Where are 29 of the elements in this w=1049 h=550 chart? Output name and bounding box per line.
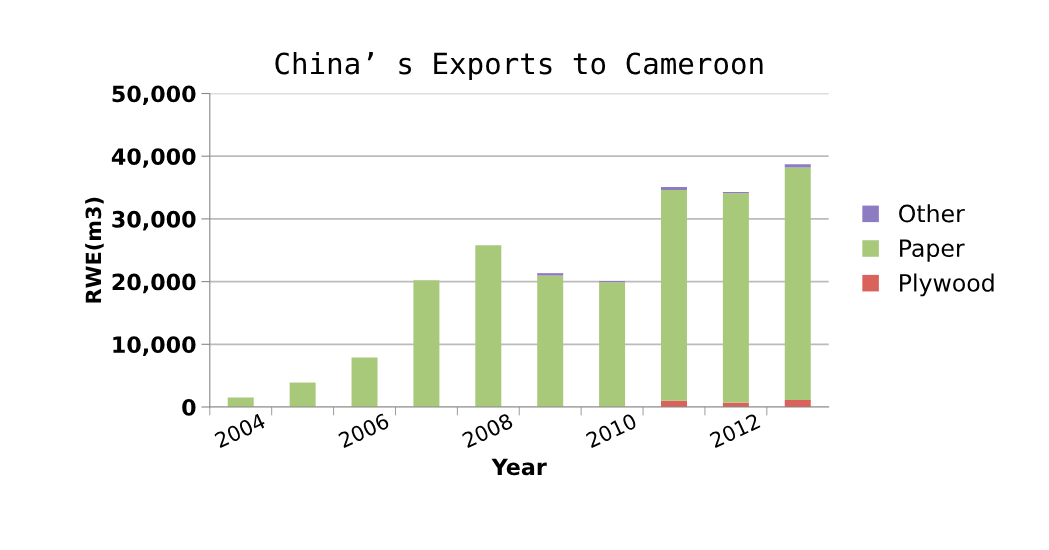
bar (475, 245, 502, 407)
bar (784, 164, 811, 168)
bar (660, 190, 687, 401)
legend-label: Plywood (900, 273, 994, 297)
x-tick-label: 2008 (461, 412, 514, 449)
bar (289, 382, 316, 407)
bar (537, 273, 564, 276)
bar (722, 193, 749, 403)
y-tick-label: 20,000 (112, 273, 196, 294)
x-axis-title: Year (491, 458, 547, 476)
bar (660, 186, 687, 191)
y-tick-label: 40,000 (111, 148, 196, 168)
bar (784, 167, 811, 401)
y-axis-title: RWE(m3) (85, 197, 104, 303)
x-tick-label: 2004 (214, 412, 267, 449)
y-tick-label: 30,000 (112, 210, 196, 231)
bar (351, 357, 378, 407)
chart-title: China’ s Exports to Cameroon (275, 51, 763, 81)
x-tick-label: 2012 (709, 413, 761, 449)
y-tick-label: 50,000 (112, 85, 196, 106)
legend-label: Paper (900, 239, 965, 262)
y-tick-label: 0 (182, 398, 196, 416)
y-tick-label: 10,000 (113, 336, 196, 356)
x-tick-label: 2006 (337, 412, 390, 449)
bar (599, 282, 626, 407)
x-tick-label: 2010 (585, 412, 638, 449)
bar (413, 280, 440, 407)
bar (537, 275, 564, 407)
legend-label: Other (899, 204, 965, 223)
